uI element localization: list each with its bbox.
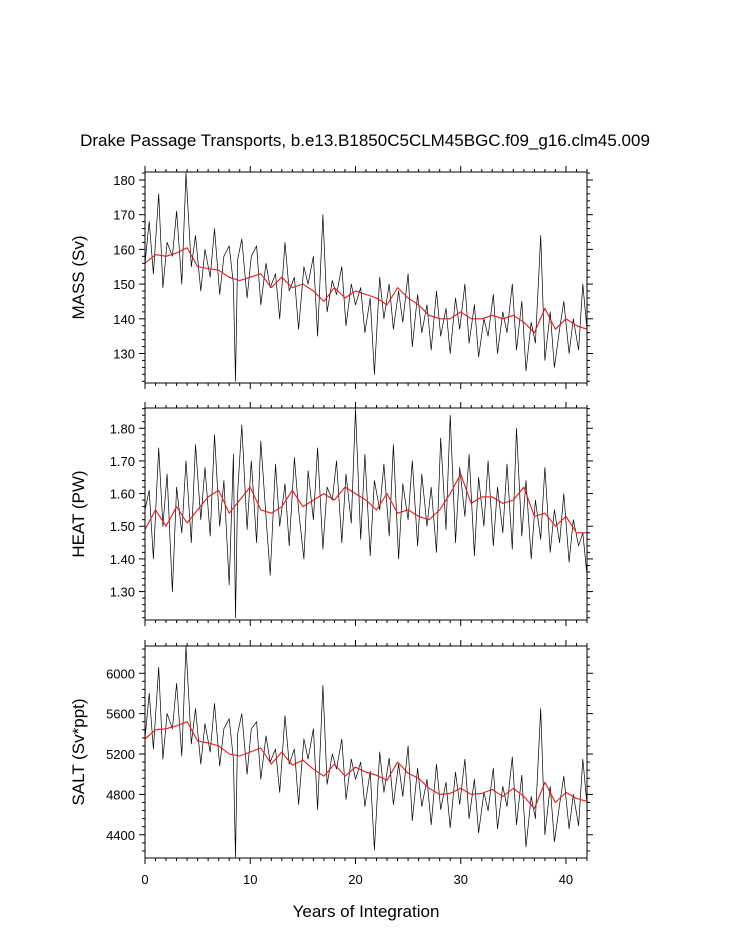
x-axis-title: Years of Integration [293,902,440,921]
y-tick-label: 6000 [106,666,135,681]
y-tick-label: 180 [113,173,135,188]
chart-title: Drake Passage Transports, b.e13.B1850C5C… [80,131,650,150]
series-group [145,172,587,382]
y-tick-label: 1.70 [110,454,135,469]
y-tick-label: 1.50 [110,519,135,534]
series-group [145,646,587,858]
y-tick-label: 140 [113,312,135,327]
series-line-annual [145,247,587,334]
series-line-monthly [145,408,587,619]
y-tick-label: 170 [113,208,135,223]
y-tick-label: 1.30 [110,585,135,600]
y-tick-label: 1.60 [110,487,135,502]
y-tick-label: 1.80 [110,421,135,436]
panel-1: 130 140 150 160 170 180 MASS (Sv) [69,166,593,389]
y-tick-label: 4400 [106,828,135,843]
x-tick-label: 20 [348,872,362,887]
panel-3: 4400 4800 5200 5600 6000 SALT (Sv*ppt) 0 10 20 30… [69,640,593,887]
y-axis-title: HEAT (PW) [69,470,88,557]
panel-2: 1.30 1.40 1.50 1.60 1.70 1.80 HEAT (PW) [69,402,593,626]
y-tick-label: 5600 [106,707,135,722]
y-axis-title: SALT (Sv*ppt) [69,698,88,805]
x-tick-label: 0 [141,872,148,887]
x-tick-label: 40 [559,872,573,887]
series-line-annual [145,721,587,810]
y-tick-label: 5200 [106,747,135,762]
y-tick-label: 130 [113,347,135,362]
x-tick-label: 10 [243,872,257,887]
y-axis-title: MASS (Sv) [69,235,88,319]
series-line-monthly [145,172,587,382]
series-line-monthly [145,646,587,858]
y-tick-label: 150 [113,277,135,292]
x-tick-label: 30 [453,872,467,887]
y-tick-label: 4800 [106,787,135,802]
y-tick-label: 1.40 [110,552,135,567]
y-tick-label: 160 [113,242,135,257]
series-line-annual [145,473,587,534]
series-group [145,408,587,619]
